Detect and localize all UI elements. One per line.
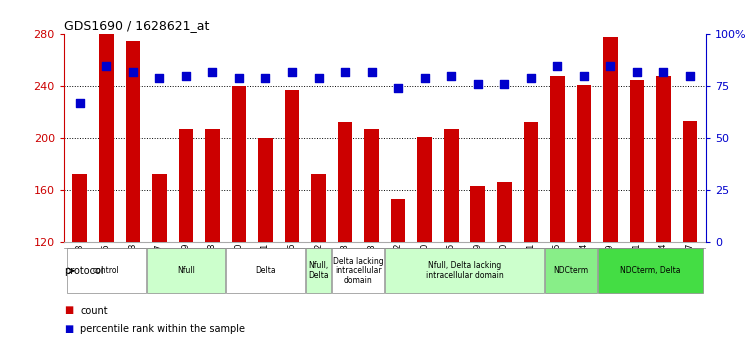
Point [472, 81, 484, 87]
Bar [683, 121, 698, 242]
Point [605, 63, 617, 68]
Point [445, 73, 457, 79]
Bar [550, 76, 565, 242]
Point [74, 100, 86, 106]
Bar [99, 34, 113, 242]
Bar [311, 174, 326, 241]
Point [551, 63, 563, 68]
Bar [364, 129, 379, 242]
Bar [125, 41, 140, 242]
Bar [231, 86, 246, 241]
Bar [603, 37, 618, 241]
Bar [72, 174, 87, 241]
Text: percentile rank within the sample: percentile rank within the sample [80, 325, 246, 334]
Bar [226, 248, 305, 293]
Text: Delta: Delta [255, 266, 276, 275]
Bar [470, 186, 485, 242]
Bar [577, 85, 591, 242]
Bar [306, 248, 331, 293]
Point [207, 69, 219, 75]
Bar [418, 137, 432, 242]
Text: Delta lacking
intracellular
domain: Delta lacking intracellular domain [333, 257, 384, 285]
Bar [444, 129, 459, 242]
Point [578, 73, 590, 79]
Bar [205, 129, 220, 242]
Bar [338, 122, 352, 242]
Text: NDCterm: NDCterm [553, 266, 588, 275]
Bar [146, 248, 225, 293]
Point [101, 63, 113, 68]
Text: control: control [93, 266, 119, 275]
Bar [391, 199, 406, 242]
Point [312, 75, 324, 81]
Point [339, 69, 351, 75]
Point [418, 75, 430, 81]
Text: NDCterm, Delta: NDCterm, Delta [620, 266, 680, 275]
Point [525, 75, 537, 81]
Bar [544, 248, 596, 293]
Point [498, 81, 510, 87]
Bar [497, 182, 511, 241]
Bar [598, 248, 703, 293]
Text: ■: ■ [64, 325, 73, 334]
Bar [385, 248, 544, 293]
Text: GDS1690 / 1628621_at: GDS1690 / 1628621_at [64, 19, 210, 32]
Bar [179, 129, 193, 242]
Bar [656, 76, 671, 242]
Text: Nfull,
Delta: Nfull, Delta [308, 262, 329, 280]
Point [233, 75, 245, 81]
Text: count: count [80, 306, 108, 315]
Point [286, 69, 298, 75]
Bar [285, 90, 300, 242]
Text: Nfull, Delta lacking
intracellular domain: Nfull, Delta lacking intracellular domai… [426, 262, 503, 280]
Text: ■: ■ [64, 306, 73, 315]
Bar [629, 80, 644, 242]
Bar [333, 248, 385, 293]
Text: Nfull: Nfull [177, 266, 195, 275]
Bar [258, 138, 273, 241]
Bar [67, 248, 146, 293]
Point [260, 75, 272, 81]
Point [684, 73, 696, 79]
Text: protocol: protocol [65, 266, 104, 276]
Point [392, 86, 404, 91]
Point [631, 69, 643, 75]
Point [657, 69, 669, 75]
Bar [152, 174, 167, 241]
Point [153, 75, 165, 81]
Point [180, 73, 192, 79]
Point [127, 69, 139, 75]
Bar [523, 122, 538, 242]
Point [366, 69, 378, 75]
